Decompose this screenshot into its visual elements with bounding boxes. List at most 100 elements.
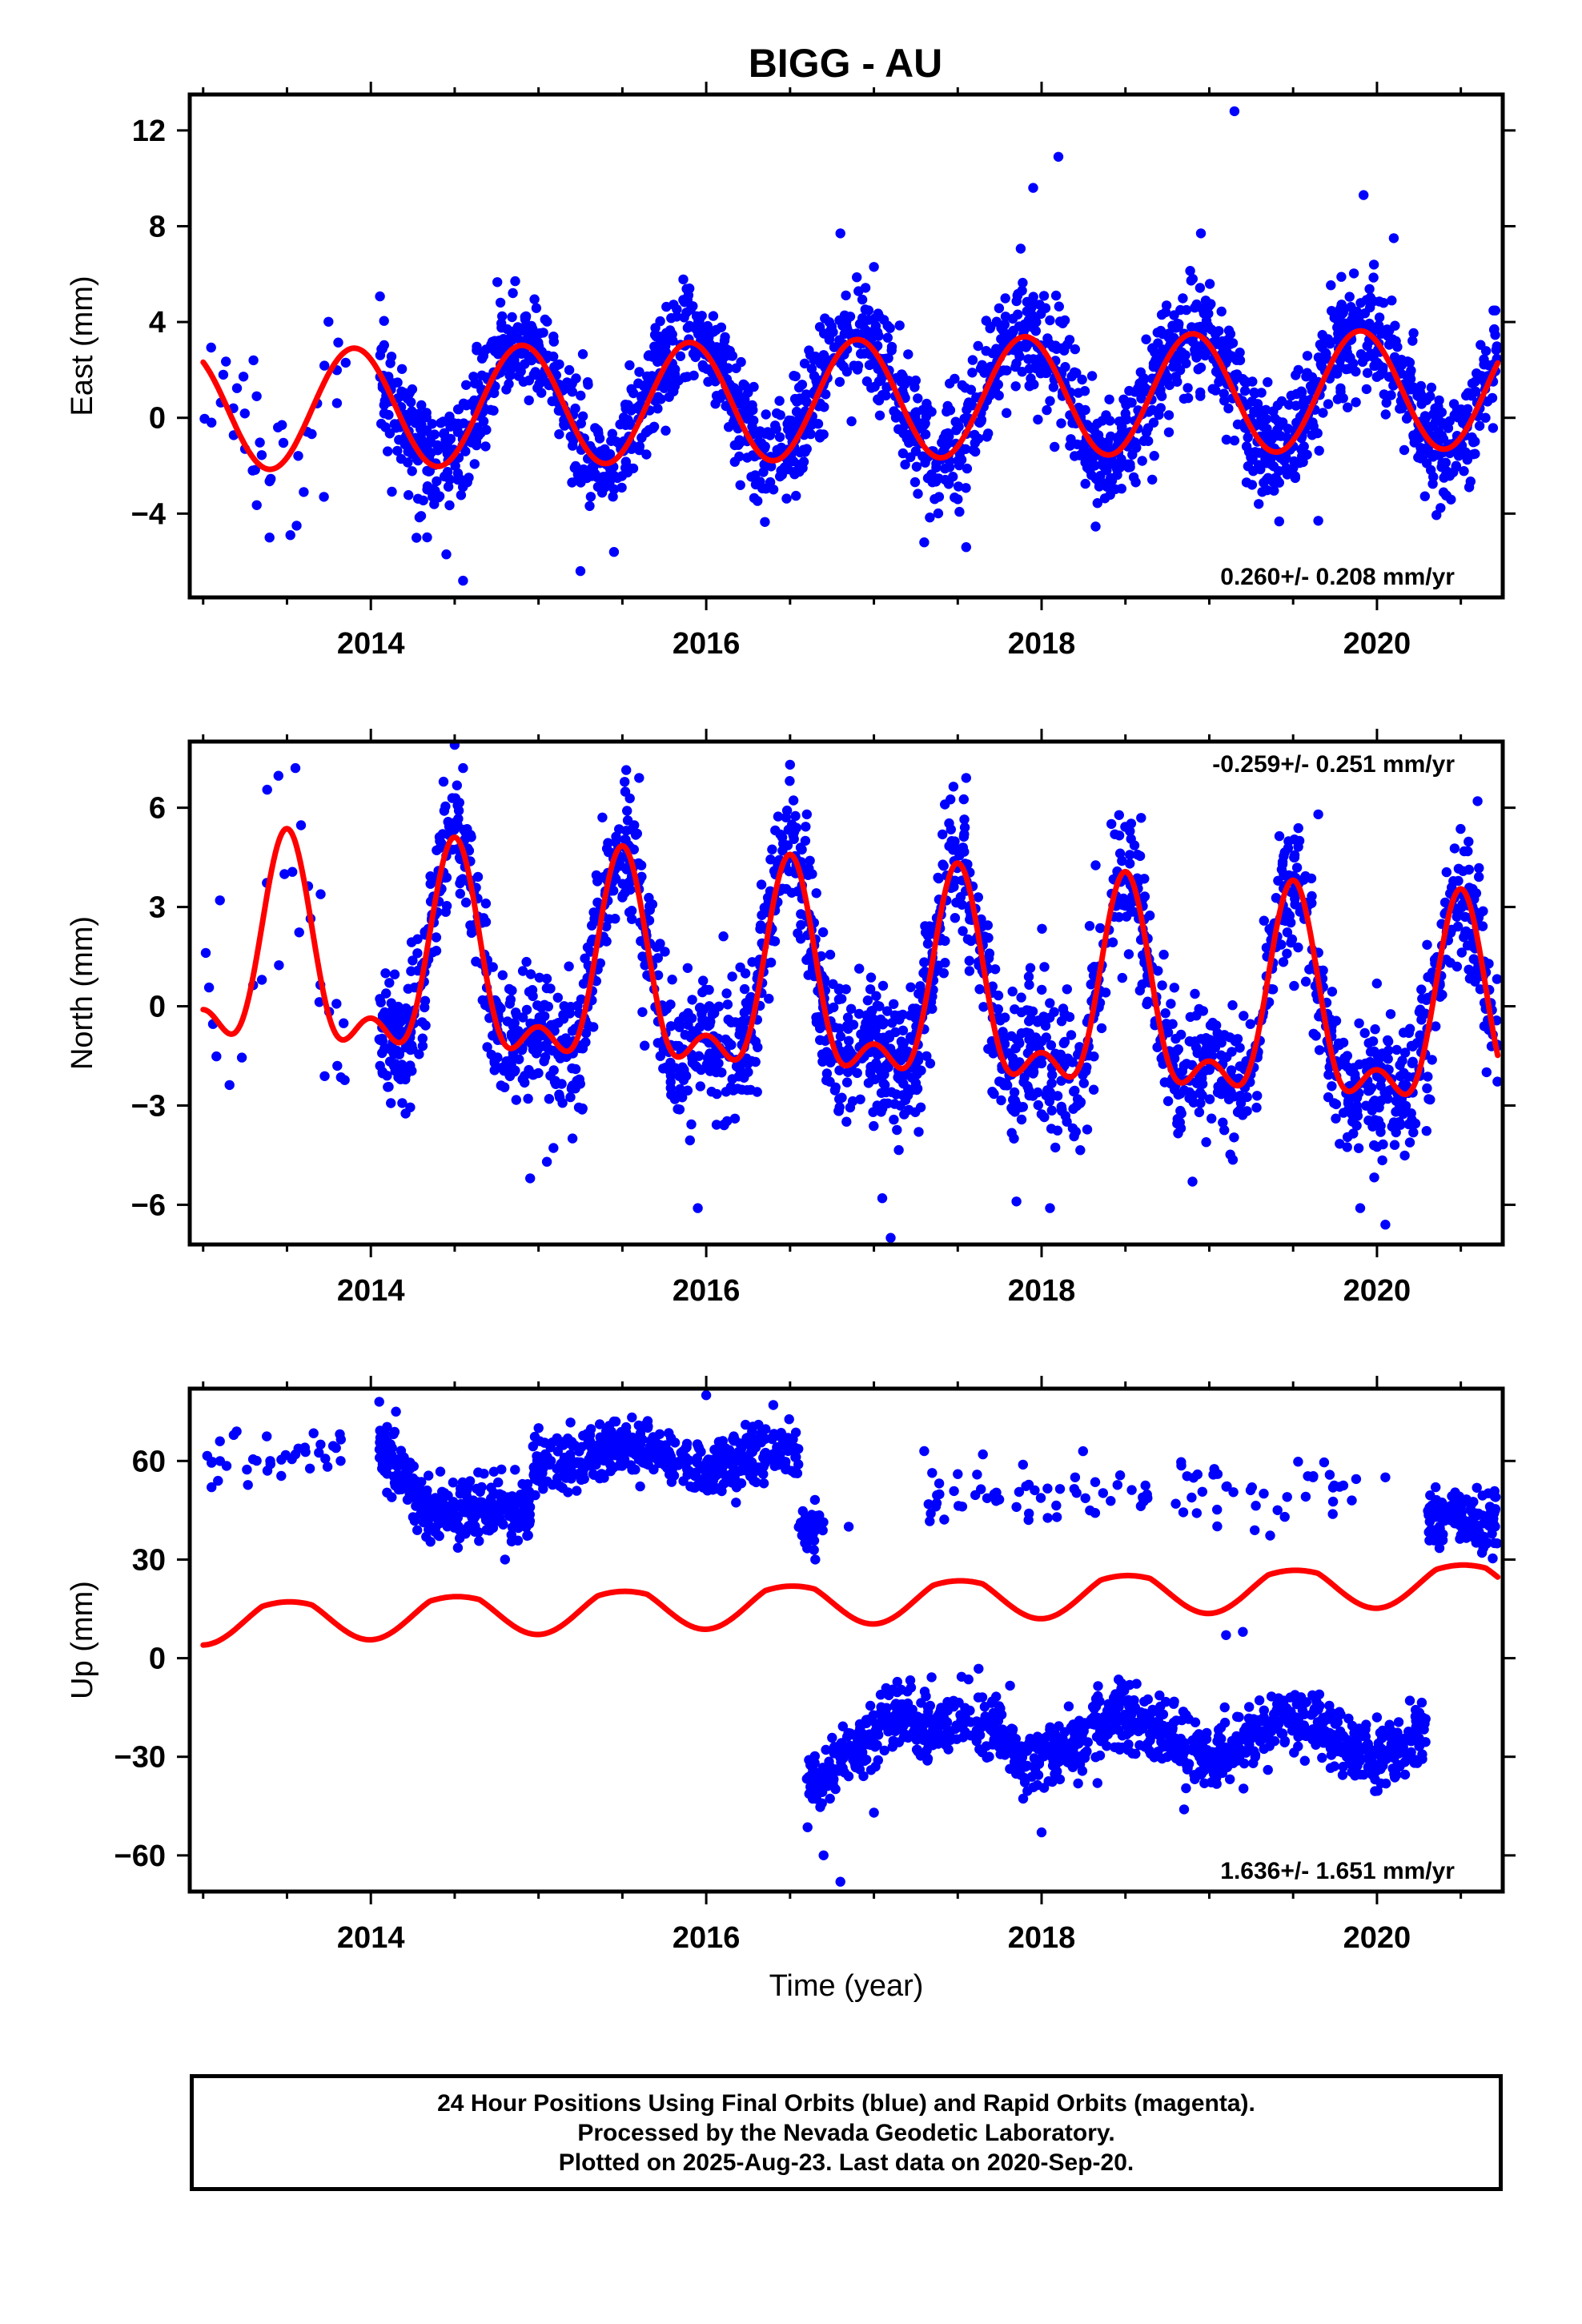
east-point <box>1069 367 1080 377</box>
north-point <box>432 845 442 856</box>
east-point <box>1204 279 1215 289</box>
north-point <box>1007 1053 1018 1063</box>
east-point <box>1426 382 1437 393</box>
east-point <box>616 482 627 493</box>
east-point <box>962 463 973 474</box>
north-point <box>905 982 916 993</box>
east-point <box>594 433 605 444</box>
north-point <box>1439 897 1451 908</box>
north-point <box>1289 834 1300 845</box>
east-point <box>379 408 390 419</box>
north-point <box>1299 875 1309 885</box>
east-point <box>1018 277 1028 288</box>
east-point <box>913 393 923 404</box>
east-point <box>510 275 520 287</box>
east-point <box>1491 344 1502 356</box>
north-point <box>1056 1101 1067 1112</box>
north-point <box>405 1060 416 1071</box>
x-tick-label: 2016 <box>673 627 741 661</box>
east-point <box>516 366 526 376</box>
up-point <box>460 1529 471 1539</box>
north-point <box>1461 926 1472 937</box>
north-point <box>583 1020 593 1031</box>
north-point <box>843 1023 853 1035</box>
north-point <box>894 1054 905 1064</box>
north-point <box>853 1008 865 1019</box>
east-point <box>1136 393 1146 404</box>
east-point <box>940 463 950 474</box>
east-point <box>1249 387 1259 398</box>
north-point <box>847 1096 858 1107</box>
north-point <box>1371 978 1383 989</box>
east-point <box>293 451 303 461</box>
east-point <box>744 408 754 419</box>
north-point <box>1431 1021 1441 1031</box>
up-point <box>410 1513 420 1523</box>
east-point <box>775 410 785 420</box>
north-point <box>1026 1013 1036 1024</box>
north-point <box>957 899 967 911</box>
north-point <box>1416 984 1427 995</box>
north-point <box>757 910 767 921</box>
north-point <box>1126 834 1136 844</box>
up-point <box>517 1478 528 1490</box>
north-points <box>200 742 1503 1243</box>
east-point <box>1140 383 1150 393</box>
north-point <box>1207 1051 1218 1061</box>
north-point <box>1006 1031 1017 1042</box>
north-point <box>1045 1012 1055 1023</box>
north-point <box>1046 1124 1057 1134</box>
east-point <box>649 341 660 352</box>
north-point <box>455 888 465 899</box>
east-point <box>396 386 407 396</box>
north-point <box>1142 996 1153 1007</box>
north-point <box>1380 1220 1391 1230</box>
up-point <box>416 1477 427 1487</box>
east-point <box>806 364 817 374</box>
east-point <box>1401 413 1412 424</box>
east-point <box>375 350 386 360</box>
east-point <box>375 291 385 302</box>
east-point <box>954 506 965 517</box>
east-y-axis-label: East (mm) <box>66 275 99 416</box>
north-point <box>375 1060 385 1072</box>
north-point <box>511 1095 521 1105</box>
x-tick-label: 2016 <box>673 1274 741 1308</box>
east-point <box>834 376 845 388</box>
north-point <box>406 937 417 947</box>
east-point <box>1441 490 1452 501</box>
north-point <box>489 1065 500 1076</box>
east-point <box>881 390 891 401</box>
east-point <box>1332 335 1343 345</box>
north-point <box>1441 866 1452 878</box>
north-point <box>834 983 845 994</box>
north-point <box>701 1017 712 1027</box>
east-point <box>424 466 434 476</box>
north-point <box>1453 863 1464 875</box>
north-point <box>1158 949 1169 960</box>
north-point <box>1404 1137 1415 1148</box>
east-point <box>1191 352 1202 363</box>
east-point <box>504 370 515 381</box>
east-point <box>734 451 745 462</box>
east-point <box>493 336 504 346</box>
north-point <box>775 829 785 840</box>
east-point <box>577 349 588 360</box>
east-point <box>781 493 792 504</box>
north-point <box>387 1046 398 1056</box>
north-point <box>1016 1114 1027 1125</box>
north-point <box>1207 1113 1217 1124</box>
north-point <box>940 799 950 810</box>
north-point <box>443 816 453 827</box>
east-point <box>1407 336 1418 346</box>
north-point <box>1327 1081 1337 1092</box>
north-point <box>538 1011 548 1021</box>
east-point <box>495 297 506 308</box>
east-point <box>1080 456 1091 466</box>
north-point <box>408 955 418 966</box>
east-point <box>1239 376 1250 387</box>
east-point <box>708 311 719 321</box>
north-point <box>1391 1044 1402 1055</box>
east-point <box>1448 467 1459 477</box>
east-point <box>1116 428 1127 438</box>
